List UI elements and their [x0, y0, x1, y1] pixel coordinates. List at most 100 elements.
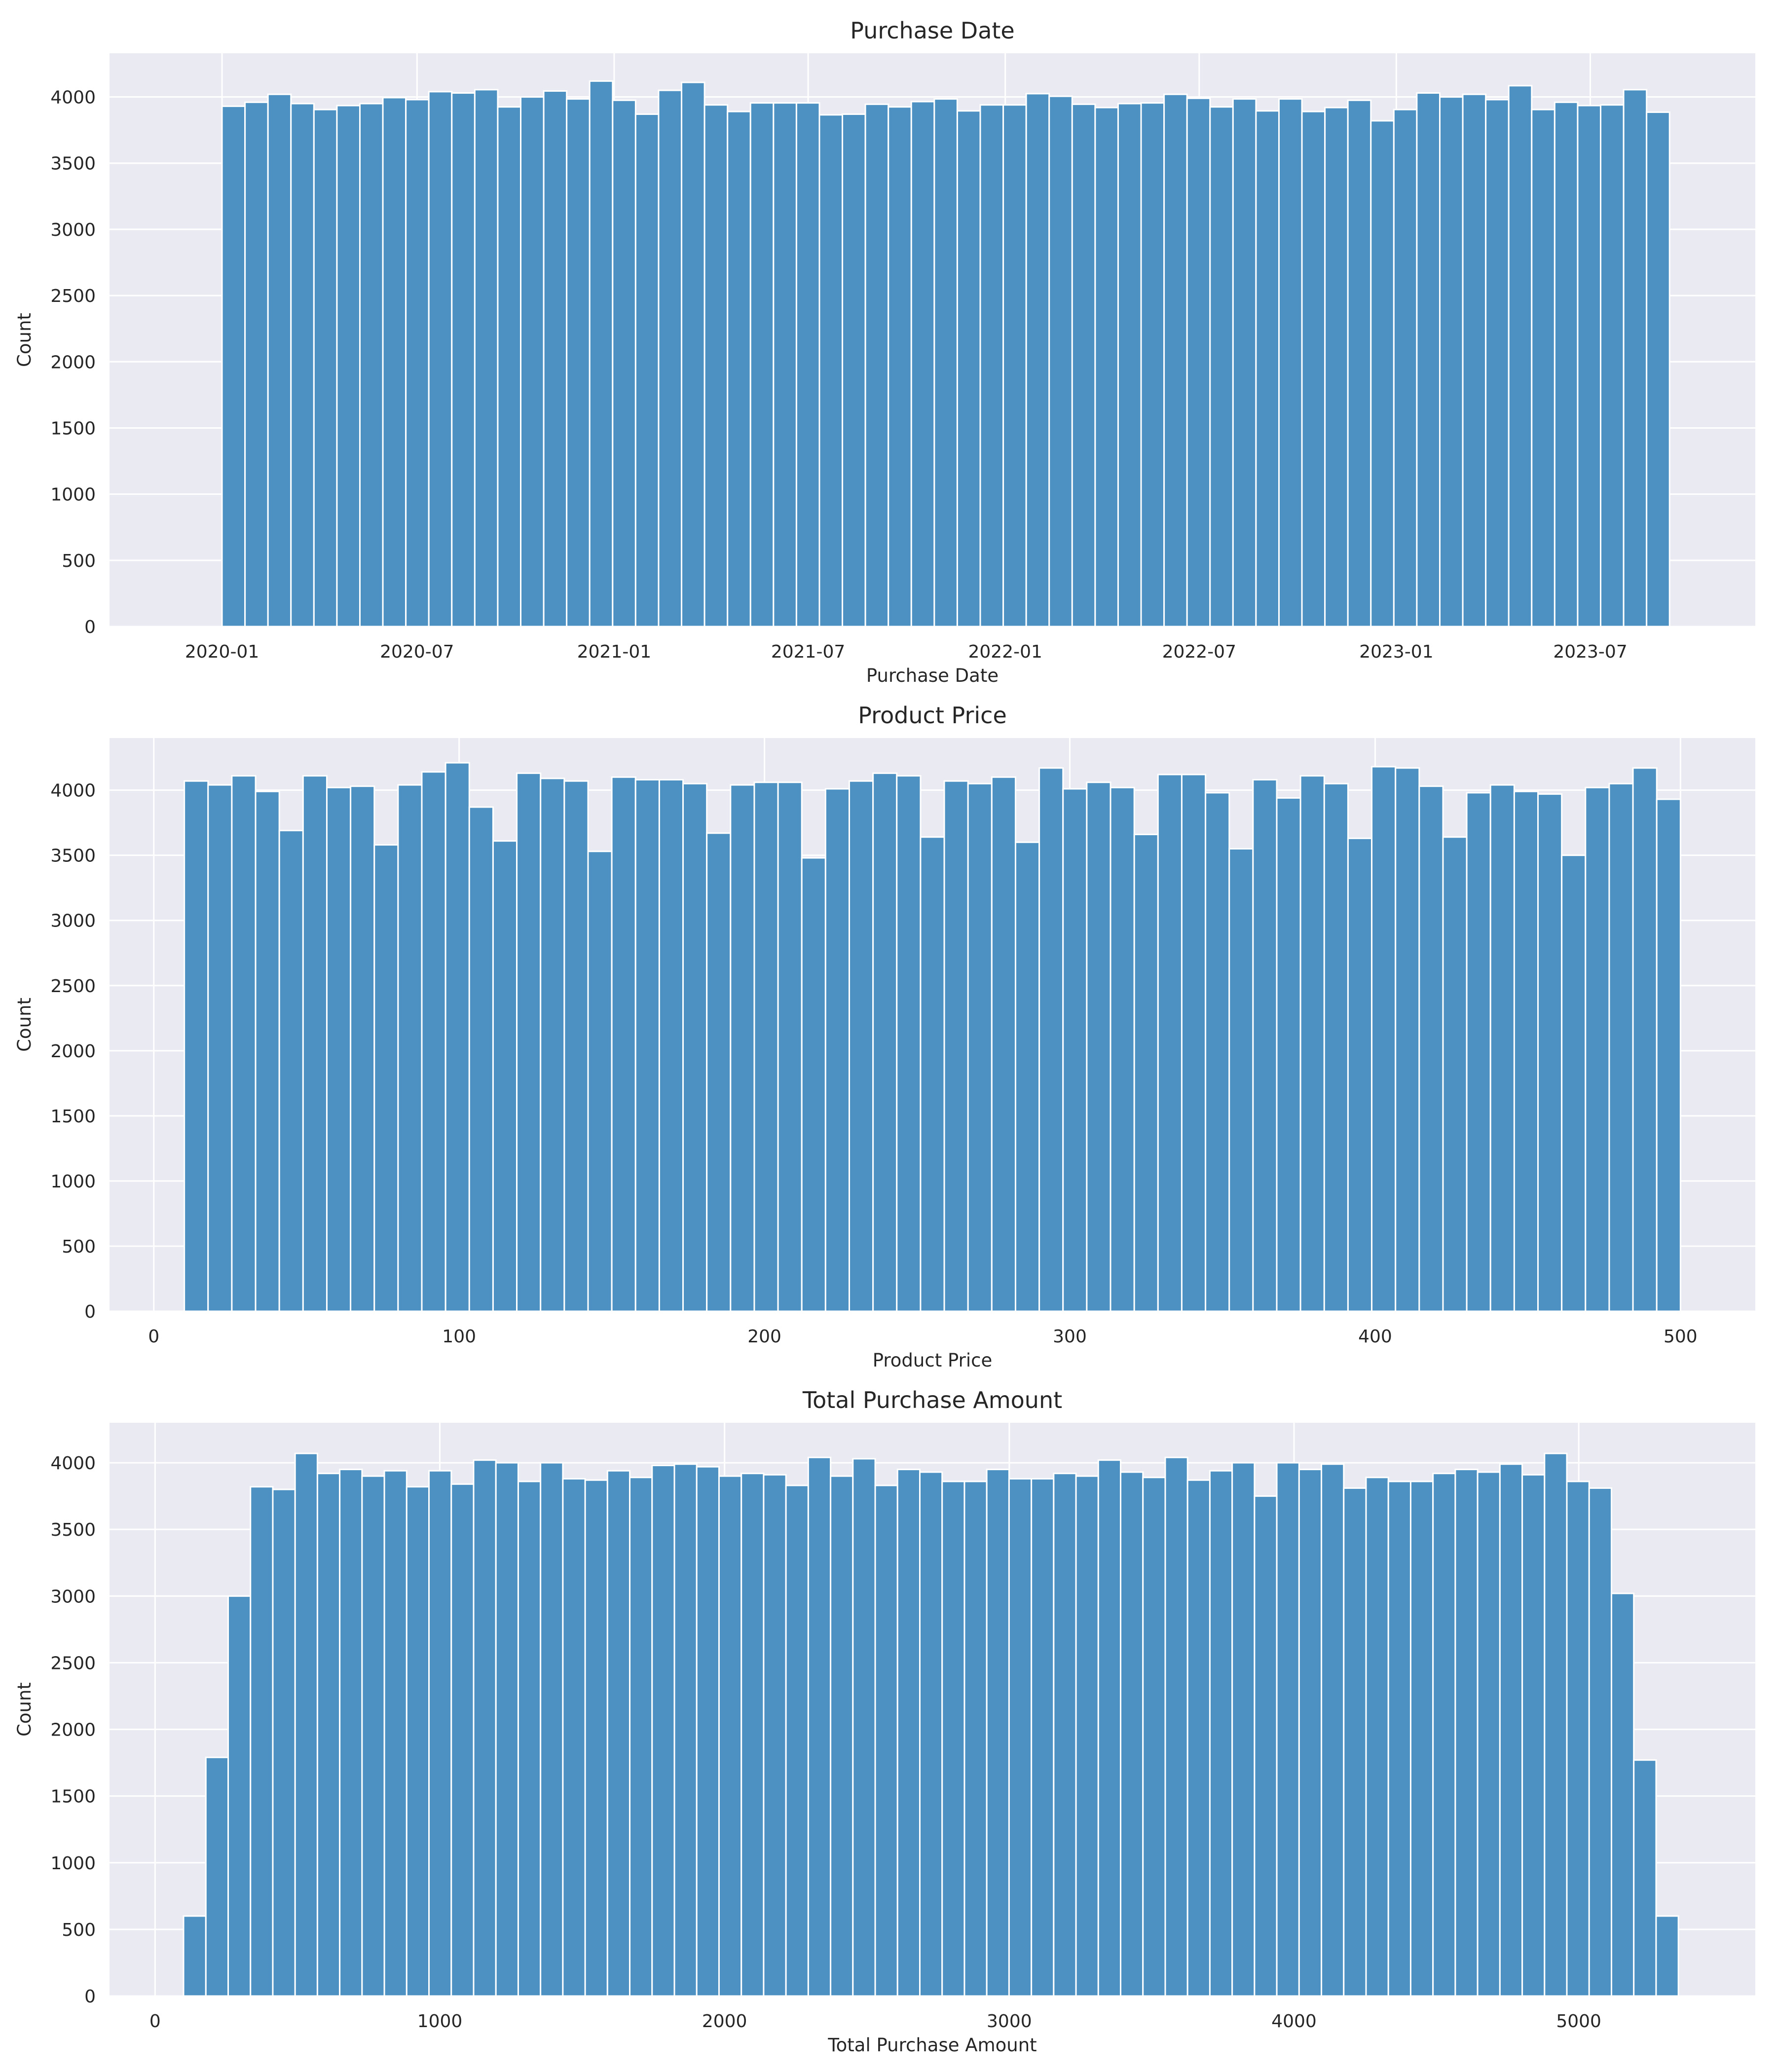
histogram-bar	[517, 1480, 542, 1997]
histogram-bar	[612, 99, 636, 628]
chart-title: Product Price	[858, 702, 1007, 729]
histogram-bar	[1075, 1475, 1099, 1997]
histogram-bar	[231, 775, 257, 1312]
histogram-bar	[1646, 111, 1670, 628]
histogram-bar	[896, 775, 922, 1312]
histogram-bar	[1432, 1473, 1456, 1997]
histogram-bar	[1323, 782, 1349, 1312]
histogram-bar	[963, 1480, 988, 1997]
histogram-bar	[540, 1462, 564, 1997]
y-tick-label: 500	[62, 551, 96, 571]
y-tick-label: 2500	[50, 976, 96, 997]
chart-panel-3: 0 500 1000 1500 2000 2500 3000 3500 4000 0 1000 200…	[14, 1387, 1755, 2056]
histogram-bar	[1485, 99, 1510, 628]
histogram-bar	[1181, 774, 1207, 1312]
histogram-bar	[801, 857, 826, 1312]
histogram-bar	[842, 113, 866, 628]
histogram-bar	[1094, 107, 1119, 628]
histogram-bar	[910, 101, 935, 628]
y-tick-label: 1500	[50, 1787, 96, 1807]
x-axis-label: Total Purchase Amount	[827, 2035, 1036, 2056]
histogram-bar	[183, 1915, 207, 1997]
histogram-bar	[1324, 107, 1349, 628]
histogram-bar	[1418, 785, 1444, 1312]
histogram-bar	[1409, 1480, 1434, 1997]
y-tick-label: 2500	[50, 1653, 96, 1673]
histogram-bar	[941, 1480, 965, 1997]
histogram-bar	[1387, 1480, 1411, 1997]
y-tick-label: 500	[62, 1237, 96, 1257]
histogram-bar	[1002, 104, 1027, 628]
histogram-bar	[397, 784, 423, 1312]
histogram-bar	[872, 772, 898, 1312]
histogram-bar	[468, 806, 494, 1312]
histogram-bar	[382, 97, 407, 628]
x-tick-label: 2000	[702, 2011, 747, 2032]
histogram-bar	[221, 105, 246, 628]
histogram-bar	[1343, 1487, 1367, 1997]
histogram-bar	[1164, 1456, 1188, 1997]
histogram-bar	[1371, 766, 1397, 1312]
histogram-bar	[920, 836, 945, 1312]
histogram-bar	[373, 844, 399, 1312]
histogram-bar	[1537, 793, 1563, 1312]
histogram-bar	[1544, 1452, 1568, 1997]
chart-panel-1: 0 500 1000 1500 2000 2500 3000 3500 4000 2020-01 2…	[14, 17, 1755, 686]
histogram-bar	[1632, 767, 1658, 1312]
histogram-bar	[450, 1483, 475, 1997]
histogram-bar	[1439, 96, 1464, 628]
histogram-bar	[1321, 1463, 1345, 1997]
histogram-bar	[824, 788, 851, 1312]
y-tick-label: 1500	[50, 1107, 96, 1127]
histogram-bar	[943, 780, 969, 1312]
histogram-bar	[730, 784, 755, 1312]
histogram-bar	[718, 1475, 742, 1997]
histogram-bar	[1561, 854, 1587, 1312]
histogram-bar	[350, 785, 375, 1312]
y-tick-label: 1000	[50, 485, 96, 505]
histogram-bar	[933, 98, 958, 628]
histogram-bar	[1454, 1469, 1479, 1997]
y-tick-label: 3000	[50, 220, 96, 240]
histogram-bar	[1231, 1462, 1256, 1997]
histogram-bar	[184, 780, 209, 1312]
x-tick-label: 0	[149, 2011, 161, 2032]
histogram-bar	[1442, 836, 1468, 1312]
histogram-bar	[1140, 102, 1165, 628]
histogram-bar	[673, 1463, 698, 1997]
histogram-bar	[1508, 85, 1533, 628]
chart-title: Total Purchase Amount	[802, 1387, 1062, 1413]
histogram-bar	[956, 110, 981, 628]
histogram-bar	[979, 104, 1004, 628]
x-tick-label: 5000	[1556, 2011, 1601, 2032]
y-tick-label: 3000	[50, 911, 96, 931]
histogram-bar	[1585, 786, 1610, 1312]
histogram-bar	[227, 1595, 252, 1997]
histogram-bar	[1577, 105, 1602, 628]
histogram-bar	[1633, 1759, 1657, 1997]
histogram-bar	[278, 830, 304, 1312]
histogram-bar	[451, 92, 476, 628]
histogram-bar	[520, 96, 545, 628]
histogram-bar	[864, 103, 889, 628]
x-tick-label: 2021-01	[577, 642, 651, 662]
histogram-bar	[696, 1466, 720, 1997]
histogram-bar	[474, 89, 499, 628]
histogram-bar	[244, 101, 269, 628]
histogram-bar	[658, 779, 684, 1312]
histogram-bar	[1610, 1592, 1635, 1997]
histogram-bar	[1608, 782, 1634, 1312]
histogram-bar	[1117, 103, 1142, 628]
histogram-bar	[1157, 774, 1183, 1312]
histogram-bar	[651, 1464, 675, 1997]
histogram-bar	[428, 1470, 452, 1997]
histogram-bar	[740, 1473, 765, 1997]
histogram-bar	[1209, 106, 1234, 628]
y-tick-label: 0	[84, 1987, 96, 2007]
histogram-bar	[991, 776, 1016, 1312]
x-tick-label: 2021-07	[771, 642, 845, 662]
histogram-bar	[682, 782, 708, 1312]
histogram-bar	[1462, 93, 1487, 628]
histogram-bar	[1255, 110, 1280, 628]
histogram-bar	[421, 771, 446, 1312]
